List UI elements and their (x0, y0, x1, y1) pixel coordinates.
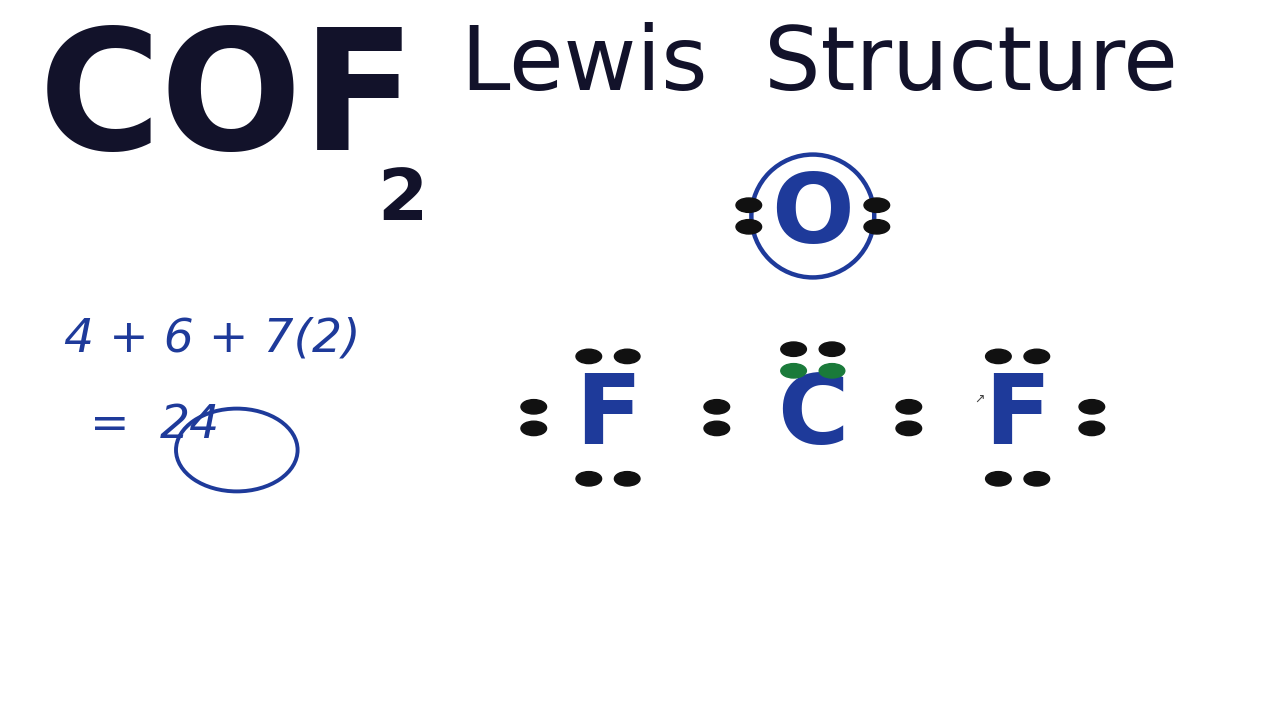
Circle shape (576, 349, 602, 364)
Text: 24: 24 (160, 403, 220, 448)
Circle shape (864, 198, 890, 212)
Circle shape (781, 364, 806, 378)
Circle shape (819, 364, 845, 378)
Circle shape (614, 349, 640, 364)
Text: F: F (575, 371, 641, 464)
Circle shape (704, 421, 730, 436)
Circle shape (614, 472, 640, 486)
Circle shape (521, 400, 547, 414)
Circle shape (704, 400, 730, 414)
Circle shape (986, 472, 1011, 486)
Text: 2: 2 (378, 166, 428, 235)
Text: COF: COF (38, 22, 416, 184)
Circle shape (736, 198, 762, 212)
Circle shape (1079, 400, 1105, 414)
Circle shape (864, 220, 890, 234)
Text: Lewis  Structure: Lewis Structure (461, 22, 1178, 109)
Text: F: F (984, 371, 1051, 464)
Circle shape (986, 349, 1011, 364)
Circle shape (521, 421, 547, 436)
Text: ↗: ↗ (974, 393, 984, 406)
Text: O: O (772, 169, 854, 263)
Circle shape (1079, 421, 1105, 436)
Text: C: C (777, 371, 849, 464)
Circle shape (781, 342, 806, 356)
Circle shape (1024, 349, 1050, 364)
Circle shape (896, 400, 922, 414)
Text: 4 + 6 + 7(2): 4 + 6 + 7(2) (64, 317, 361, 361)
Circle shape (819, 342, 845, 356)
Text: =: = (90, 403, 129, 448)
Circle shape (1024, 472, 1050, 486)
Circle shape (736, 220, 762, 234)
Circle shape (576, 472, 602, 486)
Circle shape (896, 421, 922, 436)
